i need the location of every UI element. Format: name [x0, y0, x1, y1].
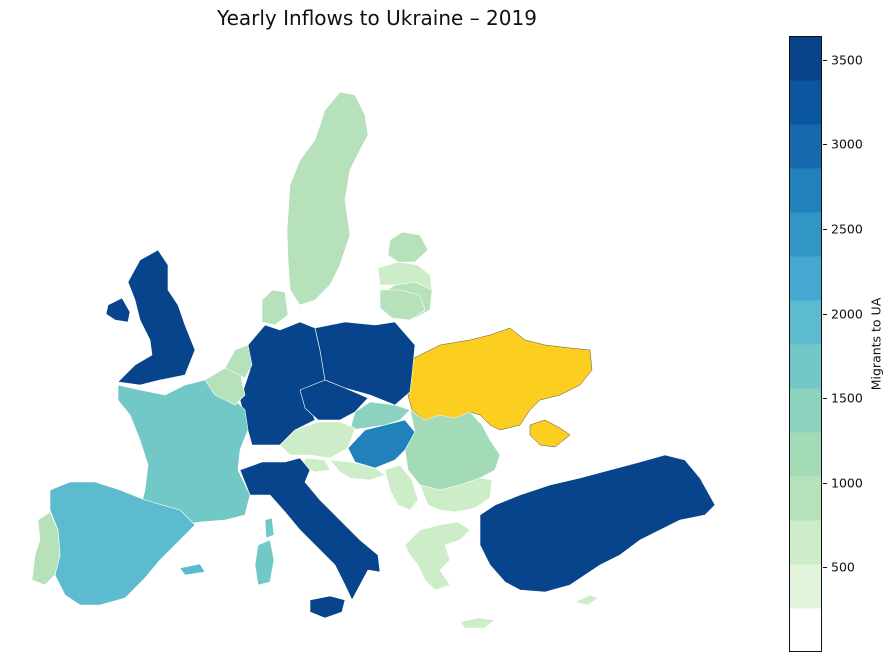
colorbar-band — [789, 300, 822, 345]
region-lithuania — [379, 289, 426, 321]
colorbar-tick-label: 2500 — [831, 221, 863, 237]
colorbar-tick-mark — [823, 59, 827, 61]
colorbar-band — [789, 212, 822, 257]
region-portugal — [31, 511, 61, 586]
region-slovakia — [349, 401, 411, 431]
region-denmark — [261, 289, 289, 326]
colorbar-band — [789, 36, 822, 81]
region-sweden — [286, 91, 369, 306]
colorbar-band — [789, 476, 822, 521]
region-austria — [279, 421, 356, 459]
colorbar-tick-mark — [823, 144, 827, 146]
colorbar-tick-mark — [823, 398, 827, 400]
region-corsica — [264, 517, 275, 539]
region-croatia — [329, 459, 386, 481]
region-ireland — [105, 297, 131, 323]
region-italy — [239, 457, 381, 619]
region-estonia — [387, 231, 429, 263]
region-turkey — [479, 454, 716, 593]
colorbar-band — [789, 124, 822, 169]
colorbar-tick-label: 500 — [831, 559, 855, 575]
colorbar-tick-label: 3500 — [831, 52, 863, 68]
colorbar-band — [789, 168, 822, 213]
colorbar-tick-mark — [823, 567, 827, 569]
map-title: Yearly Inflows to Ukraine – 2019 — [217, 6, 537, 30]
region-romania — [404, 409, 501, 491]
colorbar-tick-mark — [823, 482, 827, 484]
region-greece — [404, 521, 496, 629]
colorbar-tick-label: 1000 — [831, 475, 863, 491]
colorbar-band — [789, 432, 822, 477]
colorbar — [789, 36, 822, 652]
region-germany — [239, 321, 326, 446]
region-malta — [179, 563, 206, 576]
colorbar-band — [789, 564, 822, 609]
colorbar-tick-label: 1500 — [831, 390, 863, 406]
colorbar-band — [789, 608, 822, 652]
colorbar-band — [789, 520, 822, 565]
colorbar-tick-mark — [823, 313, 827, 315]
colorbar-band — [789, 256, 822, 301]
colorbar-tick-mark — [823, 228, 827, 230]
colorbar-tick-label: 2000 — [831, 306, 863, 322]
colorbar-band — [789, 80, 822, 125]
region-netherlands — [224, 344, 253, 379]
region-france — [117, 379, 251, 526]
colorbar-tick-label: 3000 — [831, 136, 863, 152]
colorbar-band — [789, 388, 822, 433]
region-cyprus — [574, 594, 599, 606]
region-latvia — [377, 261, 433, 291]
region-united-kingdom — [117, 249, 196, 386]
region-sardinia — [254, 539, 275, 586]
colorbar-label: Migrants to UA — [868, 297, 884, 391]
colorbar-band — [789, 344, 822, 389]
colorbar-frame — [789, 36, 822, 652]
region-bulgaria — [419, 477, 493, 513]
region-serbia — [384, 464, 419, 511]
